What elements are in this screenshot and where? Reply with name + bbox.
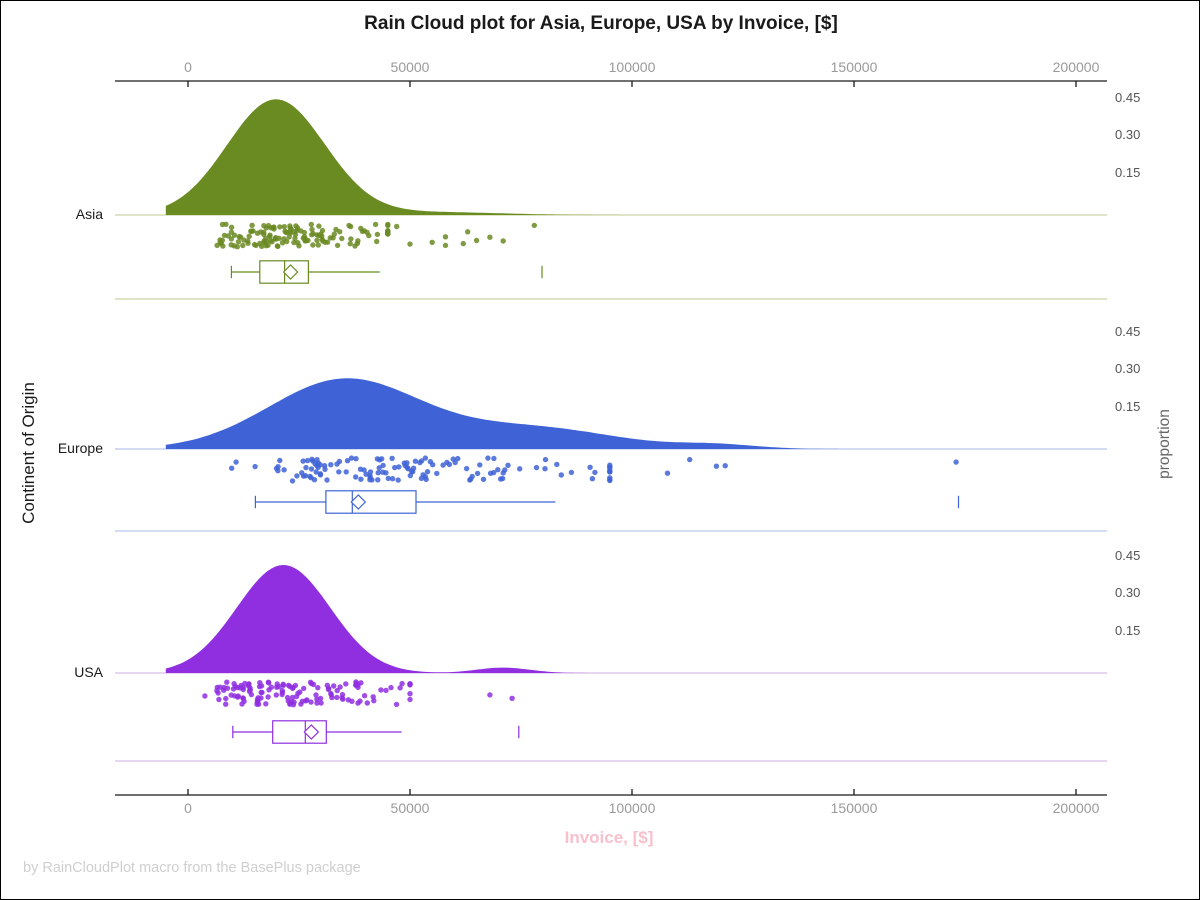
svg-text:0.30: 0.30 xyxy=(1115,361,1140,376)
svg-text:0.45: 0.45 xyxy=(1115,548,1140,563)
svg-text:0.45: 0.45 xyxy=(1115,324,1140,339)
svg-text:Asia: Asia xyxy=(76,206,103,222)
svg-text:200000: 200000 xyxy=(1053,59,1100,75)
svg-text:0.15: 0.15 xyxy=(1115,165,1140,180)
svg-text:Europe: Europe xyxy=(58,440,103,456)
svg-text:50000: 50000 xyxy=(391,59,430,75)
svg-text:150000: 150000 xyxy=(831,800,878,816)
svg-text:USA: USA xyxy=(74,664,103,680)
svg-text:50000: 50000 xyxy=(391,800,430,816)
svg-text:0.45: 0.45 xyxy=(1115,90,1140,105)
svg-text:100000: 100000 xyxy=(609,59,656,75)
svg-text:0.30: 0.30 xyxy=(1115,585,1140,600)
svg-text:proportion: proportion xyxy=(1156,409,1173,479)
svg-text:150000: 150000 xyxy=(831,59,878,75)
svg-text:0: 0 xyxy=(184,59,192,75)
svg-text:Invoice, [$]: Invoice, [$] xyxy=(565,828,654,847)
svg-text:Continent of Origin: Continent of Origin xyxy=(19,382,38,524)
svg-text:200000: 200000 xyxy=(1053,800,1100,816)
svg-text:100000: 100000 xyxy=(609,800,656,816)
svg-text:0: 0 xyxy=(184,800,192,816)
svg-text:0.15: 0.15 xyxy=(1115,623,1140,638)
svg-text:0.30: 0.30 xyxy=(1115,127,1140,142)
svg-text:by RainCloudPlot macro from th: by RainCloudPlot macro from the BasePlus… xyxy=(23,860,361,876)
svg-text:0.15: 0.15 xyxy=(1115,399,1140,414)
